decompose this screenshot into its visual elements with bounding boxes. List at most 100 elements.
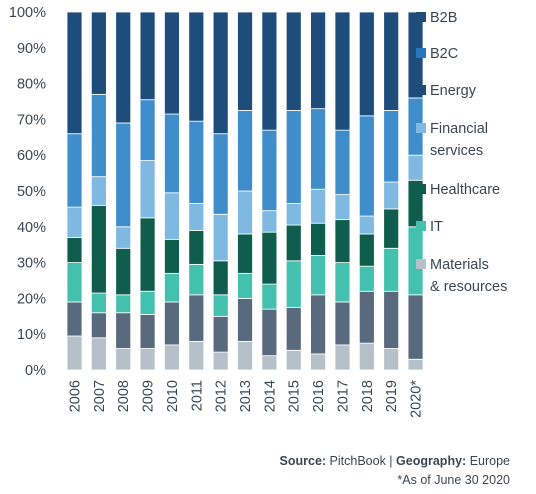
- bar-segment: [66, 237, 83, 263]
- x-tick-label: 2006: [68, 380, 84, 412]
- bar-segment: [334, 301, 351, 346]
- bar-segment: [237, 11, 253, 111]
- x-tick-label: 2008: [116, 380, 132, 412]
- bar-segment: [383, 290, 400, 349]
- x-tick-label: 2013: [238, 380, 254, 412]
- y-tick-label: 40%: [17, 220, 46, 236]
- bar-segment: [66, 262, 83, 303]
- bar-segment: [261, 283, 278, 310]
- legend-swatch: [416, 184, 426, 194]
- bar-segment: [66, 206, 83, 238]
- source-line: Source: PitchBook | Geography: Europe: [280, 452, 510, 471]
- x-tick-label: 2017: [335, 380, 351, 412]
- source-note: Source: PitchBook | Geography: Europe *A…: [280, 452, 510, 490]
- legend-swatch: [416, 221, 426, 231]
- bar-segment: [237, 110, 253, 192]
- bar-segment: [358, 233, 375, 267]
- bar-segment: [115, 11, 132, 124]
- bar-segment: [66, 335, 83, 371]
- x-tick-label: 2015: [287, 380, 303, 412]
- bar-segment: [358, 215, 375, 235]
- bar-segment: [212, 351, 229, 371]
- bar-segment: [188, 203, 205, 231]
- bar-segment: [90, 11, 107, 95]
- legend-label: Financial services: [430, 121, 488, 159]
- bar-segment: [90, 204, 107, 294]
- bar-segment: [90, 176, 107, 206]
- bar-segment: [115, 312, 132, 349]
- bar-segment: [212, 315, 229, 353]
- bar-segment: [383, 110, 400, 183]
- bar-segment: [212, 213, 229, 262]
- bar-segment: [334, 194, 351, 221]
- bar-segment: [66, 11, 83, 135]
- bar-segment: [139, 99, 156, 161]
- legend-swatch: [416, 259, 426, 269]
- bar-segment: [164, 192, 180, 240]
- x-tick-label: 2014: [262, 380, 278, 412]
- bar-segment: [310, 255, 327, 296]
- bar-segment: [285, 260, 302, 308]
- bar-segment: [310, 353, 327, 371]
- x-tick-label: 2018: [360, 380, 376, 412]
- y-tick-label: 80%: [17, 77, 46, 93]
- y-tick-label: 70%: [17, 112, 46, 128]
- bar-segment: [334, 344, 351, 371]
- legend-swatch: [416, 123, 426, 133]
- bar-segment: [407, 294, 424, 360]
- y-tick-label: 0%: [25, 363, 46, 379]
- x-tick-label: 2019: [384, 380, 400, 412]
- y-axis: 0% 10% 20% 30% 40% 50% 60% 70% 80% 90% 100%: [9, 5, 46, 379]
- bar-segment: [164, 238, 180, 274]
- bar-segment: [90, 337, 107, 371]
- bar-segment: [358, 11, 375, 117]
- bar-segment: [115, 294, 132, 314]
- bar-segment: [90, 292, 107, 314]
- bar-segment: [334, 262, 351, 303]
- legend-label: Energy: [430, 83, 477, 99]
- bar-segment: [383, 247, 400, 292]
- bar-segment: [188, 120, 205, 204]
- bar-segment: [383, 181, 400, 210]
- bar-segment: [188, 340, 205, 371]
- y-tick-label: 50%: [17, 184, 46, 200]
- y-tick-label: 20%: [17, 291, 46, 307]
- source-value: PitchBook |: [329, 454, 393, 468]
- bar-segment: [285, 306, 302, 351]
- bar-segment: [237, 297, 253, 342]
- bar-segment: [261, 308, 278, 357]
- legend-label: B2C: [430, 46, 458, 62]
- bar-segment: [383, 11, 400, 111]
- y-tick-label: 100%: [9, 5, 46, 21]
- bar-segment: [164, 11, 180, 115]
- x-tick-label: 2010: [165, 380, 181, 412]
- bar-segment: [139, 290, 156, 315]
- bars: [66, 11, 424, 371]
- bar-segment: [66, 133, 83, 208]
- bar-segment: [285, 349, 302, 371]
- bar-segment: [383, 208, 400, 249]
- bar-segment: [310, 108, 327, 190]
- bar-segment: [188, 263, 205, 296]
- bar-segment: [261, 355, 278, 371]
- bar-segment: [285, 224, 302, 262]
- bar-segment: [334, 11, 351, 131]
- bar-segment: [139, 217, 156, 292]
- bar-segment: [261, 11, 278, 131]
- bar-segment: [212, 133, 229, 215]
- bar-segment: [285, 11, 302, 111]
- bar-segment: [212, 294, 229, 317]
- bar-segment: [115, 348, 132, 371]
- bar-segment: [139, 348, 156, 371]
- bar-segment: [334, 219, 351, 263]
- x-tick-label: 2020*: [409, 380, 425, 418]
- bar-segment: [164, 344, 180, 371]
- bar-segment: [90, 93, 107, 178]
- legend-swatch: [416, 48, 426, 58]
- bar-segment: [261, 231, 278, 285]
- bar-segment: [383, 348, 400, 371]
- bar-segment: [188, 229, 205, 265]
- bar-segment: [407, 154, 424, 181]
- x-tick-label: 2012: [214, 380, 230, 412]
